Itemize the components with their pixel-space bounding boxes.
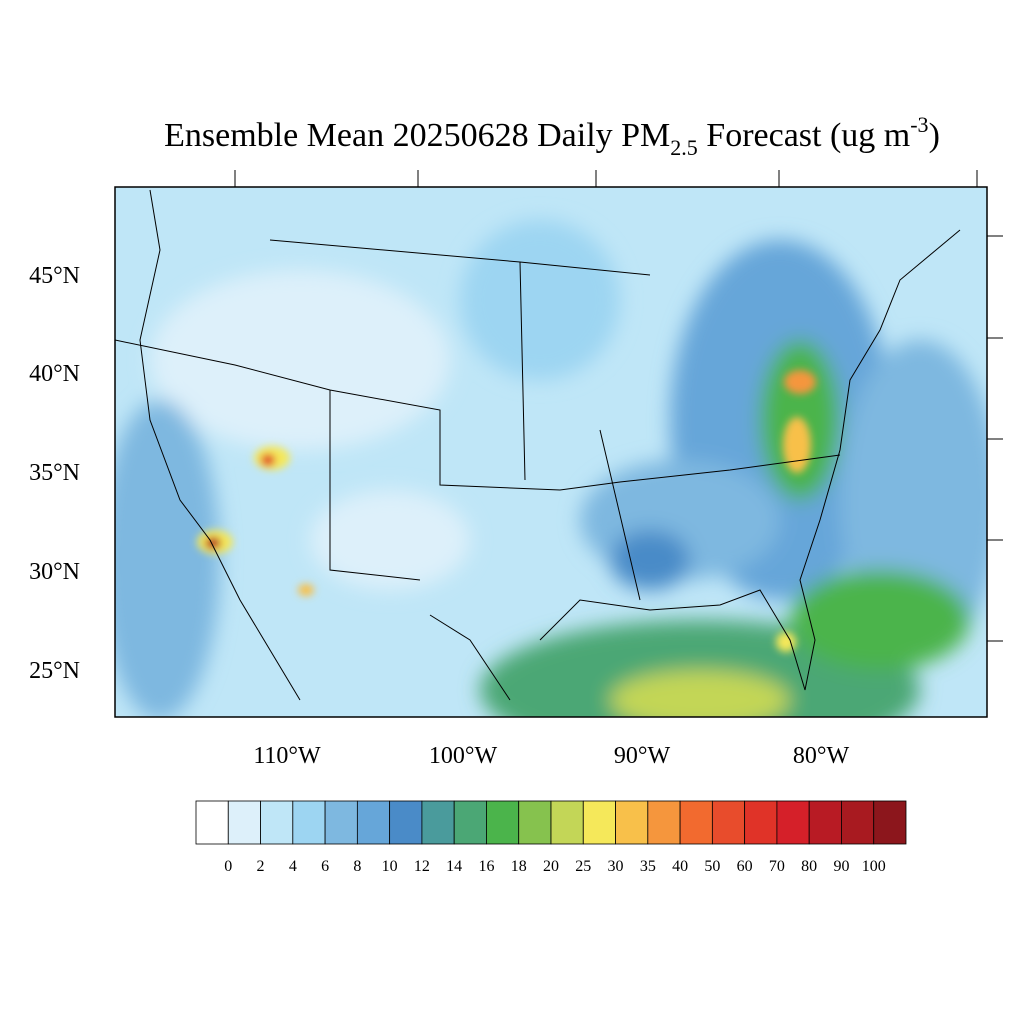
colorbar-label: 4 (289, 858, 297, 875)
title-main: Ensemble Mean 20250628 Daily PM (164, 117, 670, 154)
colorbar-label: 100 (862, 858, 886, 875)
title-superscript: -3 (910, 112, 928, 137)
lat-label: 25°N (29, 658, 80, 684)
colorbar-label: 40 (672, 858, 688, 875)
colorbar-box (518, 800, 552, 845)
colorbar-label: 50 (704, 858, 720, 875)
frame-ticks (234, 170, 1003, 642)
colorbar-box (776, 800, 810, 845)
colorbar-label: 8 (353, 858, 361, 875)
colorbar-box (808, 800, 842, 845)
colorbar-label: 0 (224, 858, 232, 875)
colorbar-label: 25 (575, 858, 591, 875)
colorbar-box (841, 800, 875, 845)
title-middle: Forecast (ug m (698, 117, 910, 154)
colorbar-box (453, 800, 487, 845)
colorbar-label: 60 (737, 858, 753, 875)
lon-label: 110°W (253, 743, 321, 769)
colorbar-label: 70 (769, 858, 785, 875)
lon-label: 100°W (429, 743, 498, 769)
colorbar-label: 10 (382, 858, 398, 875)
colorbar-box (744, 800, 778, 845)
colorbar-box (647, 800, 681, 845)
colorbar-box (324, 800, 358, 845)
colorbar-box (421, 800, 455, 845)
colorbar-label: 6 (321, 858, 329, 875)
colorbar-box (486, 800, 520, 845)
colorbar-box (389, 800, 423, 845)
colorbar-box (711, 800, 746, 845)
colorbar-label: 30 (608, 858, 624, 875)
colorbar-box (292, 800, 326, 845)
pm25-field (115, 187, 987, 717)
colorbar-label: 18 (511, 858, 527, 875)
colorbar-box (356, 800, 391, 845)
lat-label: 40°N (29, 361, 80, 387)
map-frame (114, 186, 988, 718)
lon-label: 90°W (614, 743, 671, 769)
title-end: ) (929, 117, 940, 154)
colorbar-box (873, 800, 907, 845)
colorbar-label: 35 (640, 858, 656, 875)
colorbar-box (615, 800, 649, 845)
lat-label: 45°N (29, 263, 80, 289)
colorbar-box (679, 800, 713, 845)
lat-label: 35°N (29, 460, 80, 486)
colorbar-box (260, 800, 294, 845)
colorbar-box (227, 800, 261, 845)
lon-label: 80°W (793, 743, 850, 769)
colorbar-box (582, 800, 616, 845)
colorbar-box (195, 800, 229, 845)
title-subscript: 2.5 (670, 135, 698, 160)
coastline (115, 189, 961, 701)
title: Ensemble Mean 20250628 Daily PM2.5 Forec… (164, 112, 940, 160)
colorbar-label: 14 (446, 858, 462, 875)
colorbar-label: 16 (478, 858, 494, 875)
lat-label: 30°N (29, 559, 80, 585)
colorbar-label: 80 (801, 858, 817, 875)
colorbar-label: 90 (833, 858, 849, 875)
colorbar-label: 20 (543, 858, 559, 875)
colorbar-box (550, 800, 584, 845)
colorbar-label: 12 (414, 858, 430, 875)
colorbar-label: 2 (257, 858, 265, 875)
